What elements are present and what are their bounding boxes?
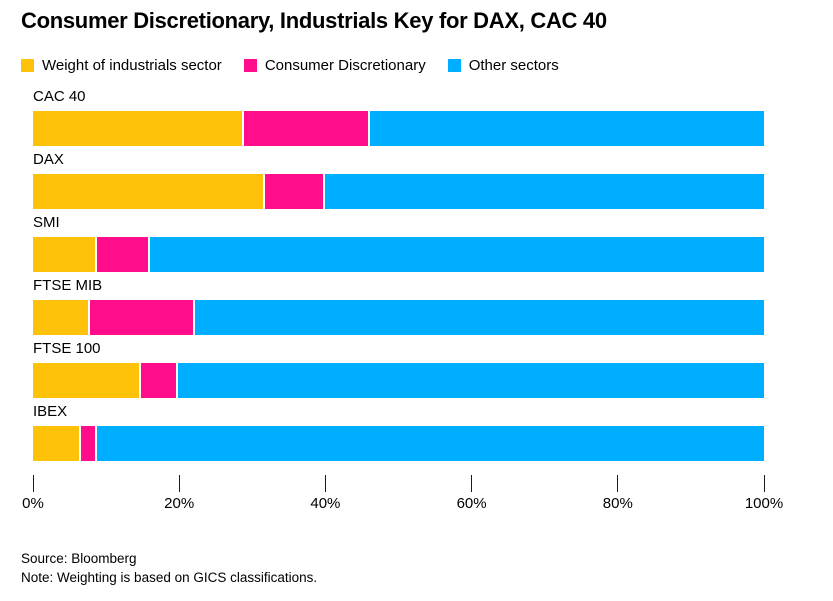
source-note: Source: Bloomberg	[21, 551, 137, 566]
legend-item: Weight of industrials sector	[21, 57, 222, 74]
chart-row: IBEX	[33, 403, 764, 461]
tick-label: 0%	[22, 495, 44, 512]
tick-label: 100%	[744, 495, 784, 512]
stacked-bar	[33, 174, 764, 209]
chart-row: FTSE MIB	[33, 277, 764, 335]
tick-label: 80%	[602, 495, 633, 512]
tick-mark	[617, 475, 619, 492]
bar-segment	[33, 237, 98, 272]
legend-item: Other sectors	[447, 57, 559, 74]
footer: Source: Bloomberg Note: Weighting is bas…	[21, 549, 317, 587]
bar-segment	[33, 363, 142, 398]
tick-label: 20%	[164, 495, 195, 512]
bar-segment	[149, 237, 764, 272]
tick-mark	[32, 475, 34, 492]
methodology-note: Note: Weighting is based on GICS classif…	[21, 570, 318, 585]
bar-segment	[81, 426, 97, 461]
row-label: FTSE MIB	[33, 277, 103, 294]
row-label: CAC 40	[33, 88, 86, 105]
legend: Weight of industrials sector Consumer Dis…	[21, 57, 559, 74]
row-label: SMI	[33, 214, 60, 231]
bar-segment	[33, 300, 91, 335]
stacked-bar	[33, 111, 764, 146]
bar-segment	[265, 174, 325, 209]
bar-segment	[96, 426, 764, 461]
bar-segment	[90, 300, 195, 335]
chart-row: CAC 40	[33, 88, 764, 146]
bar-segment	[141, 363, 179, 398]
row-label: IBEX	[33, 403, 68, 420]
chart-rows: CAC 40 DAX SMI FTSE MIB FTSE 100 IBEX	[33, 88, 764, 466]
tick-mark	[324, 475, 326, 492]
bar-segment	[33, 111, 245, 146]
chart-row: SMI	[33, 214, 764, 272]
tick-label: 40%	[310, 495, 341, 512]
stacked-bar	[33, 237, 764, 272]
row-label: DAX	[33, 151, 64, 168]
legend-item: Consumer Discretionary	[243, 57, 426, 74]
tick-label: 60%	[456, 495, 487, 512]
bar-segment	[194, 300, 764, 335]
bar-segment	[33, 426, 82, 461]
bar-segment	[178, 363, 764, 398]
stacked-bar	[33, 426, 764, 461]
bar-segment	[324, 174, 764, 209]
stacked-bar	[33, 363, 764, 398]
bar-segment	[97, 237, 150, 272]
legend-swatch-icon	[447, 59, 461, 72]
tick-mark	[763, 475, 765, 492]
chart-row: DAX	[33, 151, 764, 209]
bar-segment	[244, 111, 370, 146]
legend-label: Consumer Discretionary	[264, 57, 426, 74]
legend-label: Other sectors	[468, 57, 559, 74]
tick-mark	[471, 475, 473, 492]
bar-segment	[33, 174, 266, 209]
legend-label: Weight of industrials sector	[42, 57, 222, 74]
stacked-bar	[33, 300, 764, 335]
bar-segment	[369, 111, 764, 146]
legend-swatch-icon	[21, 59, 34, 72]
chart-row: FTSE 100	[33, 340, 764, 398]
row-label: FTSE 100	[33, 340, 101, 357]
legend-swatch-icon	[243, 59, 257, 72]
x-axis: 0% 20% 40% 60% 80% 100%	[22, 475, 783, 520]
chart-title: Consumer Discretionary, Industrials Key …	[21, 8, 607, 33]
tick-mark	[178, 475, 180, 492]
